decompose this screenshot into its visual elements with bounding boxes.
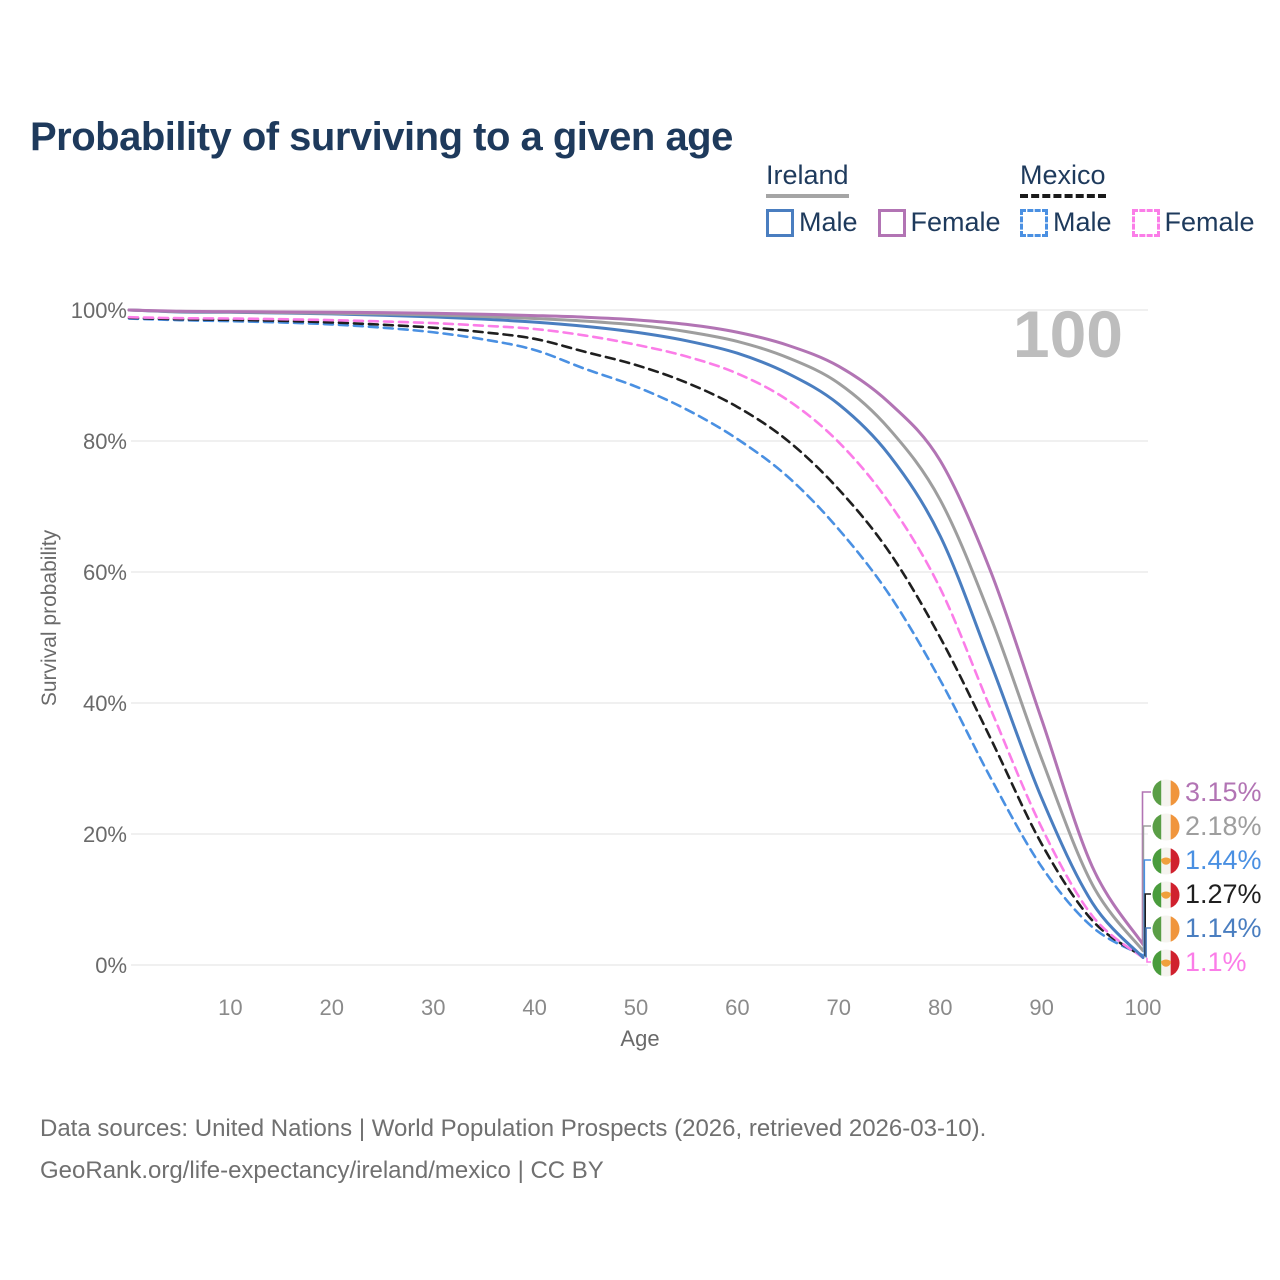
legend-group-ireland: Ireland Male Female [766, 160, 1001, 238]
end-label-connector-ireland-both-sexes [1142, 825, 1151, 951]
x-tick-label: 80 [928, 995, 952, 1020]
mexico-female-swatch-icon [1131, 208, 1160, 237]
end-label-connector-mexico-both-sexes [1144, 893, 1151, 957]
end-label-connector-mexico-male [1143, 859, 1151, 956]
end-label-row-ireland-female[interactable]: 3.15% [1152, 777, 1262, 808]
end-label-value: 3.15% [1185, 777, 1262, 807]
end-label-value: 1.27% [1185, 879, 1262, 909]
footer-data-sources: Data sources: United Nations | World Pop… [40, 1115, 987, 1142]
ireland-flag-icon [1152, 914, 1180, 943]
x-tick-label: 20 [320, 995, 344, 1020]
ireland-female-swatch-icon [877, 208, 906, 237]
end-label-row-mexico-female[interactable]: 1.1% [1152, 947, 1247, 978]
ireland-flag-icon [1152, 812, 1180, 841]
ireland-male-swatch-icon [766, 208, 794, 237]
x-tick-label: 10 [218, 995, 242, 1020]
legend-item-ireland-male[interactable]: Male [766, 207, 858, 238]
series-line-mexico-both[interactable] [127, 316, 1145, 958]
legend-header-ireland[interactable]: Ireland [766, 160, 849, 198]
x-tick-label: 40 [522, 995, 546, 1020]
mexico-flag-icon [1152, 846, 1180, 875]
y-tick-label: 40% [83, 691, 127, 716]
x-tick-label: 100 [1125, 995, 1162, 1020]
end-label-row-mexico-both-sexes[interactable]: 1.27% [1152, 879, 1262, 910]
series-line-ireland-male[interactable] [127, 308, 1145, 960]
legend-item-ireland-female[interactable]: Female [877, 207, 1001, 238]
footer-attribution: GeoRank.org/life-expectancy/ireland/mexi… [40, 1157, 604, 1184]
x-axis-title: Age [620, 1026, 660, 1051]
end-label-connector-ireland-male [1145, 927, 1151, 958]
y-tick-label: 0% [95, 953, 127, 978]
end-label-row-mexico-male[interactable]: 1.44% [1152, 845, 1262, 876]
x-tick-label: 70 [827, 995, 851, 1020]
mexico-flag-icon [1152, 948, 1180, 977]
series-line-mexico-male[interactable] [127, 317, 1145, 957]
x-tick-label: 60 [725, 995, 749, 1020]
mexico-male-swatch-icon [1020, 208, 1048, 237]
ireland-flag-icon [1152, 778, 1180, 807]
end-label-row-ireland-both-sexes[interactable]: 2.18% [1152, 811, 1262, 842]
y-tick-label: 80% [83, 429, 127, 454]
series-line-mexico-female[interactable] [127, 315, 1145, 960]
legend-label-mexico-female: Female [1164, 207, 1255, 237]
legend-label-mexico-male: Male [1053, 207, 1112, 237]
footer: Data sources: United Nations | World Pop… [40, 1108, 986, 1192]
legend-group-mexico: Mexico Male Female [1020, 160, 1255, 238]
x-tick-label: 50 [624, 995, 648, 1020]
end-label-value: 1.44% [1185, 845, 1262, 875]
x-tick-label: 30 [421, 995, 445, 1020]
end-label-value: 1.14% [1185, 913, 1262, 943]
end-label-connector-ireland-female [1141, 791, 1151, 945]
series-line-ireland-both[interactable] [127, 308, 1145, 953]
end-label-value: 2.18% [1185, 811, 1262, 841]
y-axis-title: Survival probability [38, 529, 61, 707]
end-label-row-ireland-male[interactable]: 1.14% [1152, 913, 1262, 944]
legend-header-mexico[interactable]: Mexico [1020, 160, 1106, 198]
series-line-ireland-female[interactable] [127, 308, 1145, 946]
end-label-value: 1.1% [1185, 947, 1247, 977]
legend-item-mexico-female[interactable]: Female [1131, 207, 1255, 238]
legend-item-mexico-male[interactable]: Male [1020, 207, 1112, 238]
legend-label-ireland-male: Male [799, 207, 858, 237]
y-tick-label: 60% [83, 560, 127, 585]
end-label-connector-mexico-female [1146, 957, 1151, 963]
mexico-flag-icon [1152, 880, 1180, 909]
x-tick-label: 90 [1029, 995, 1053, 1020]
chart-title: Probability of surviving to a given age [30, 114, 733, 159]
y-tick-label: 20% [83, 822, 127, 847]
y-tick-label: 100% [71, 298, 127, 323]
age-watermark: 100 [1012, 297, 1123, 371]
legend-label-ireland-female: Female [910, 207, 1001, 237]
